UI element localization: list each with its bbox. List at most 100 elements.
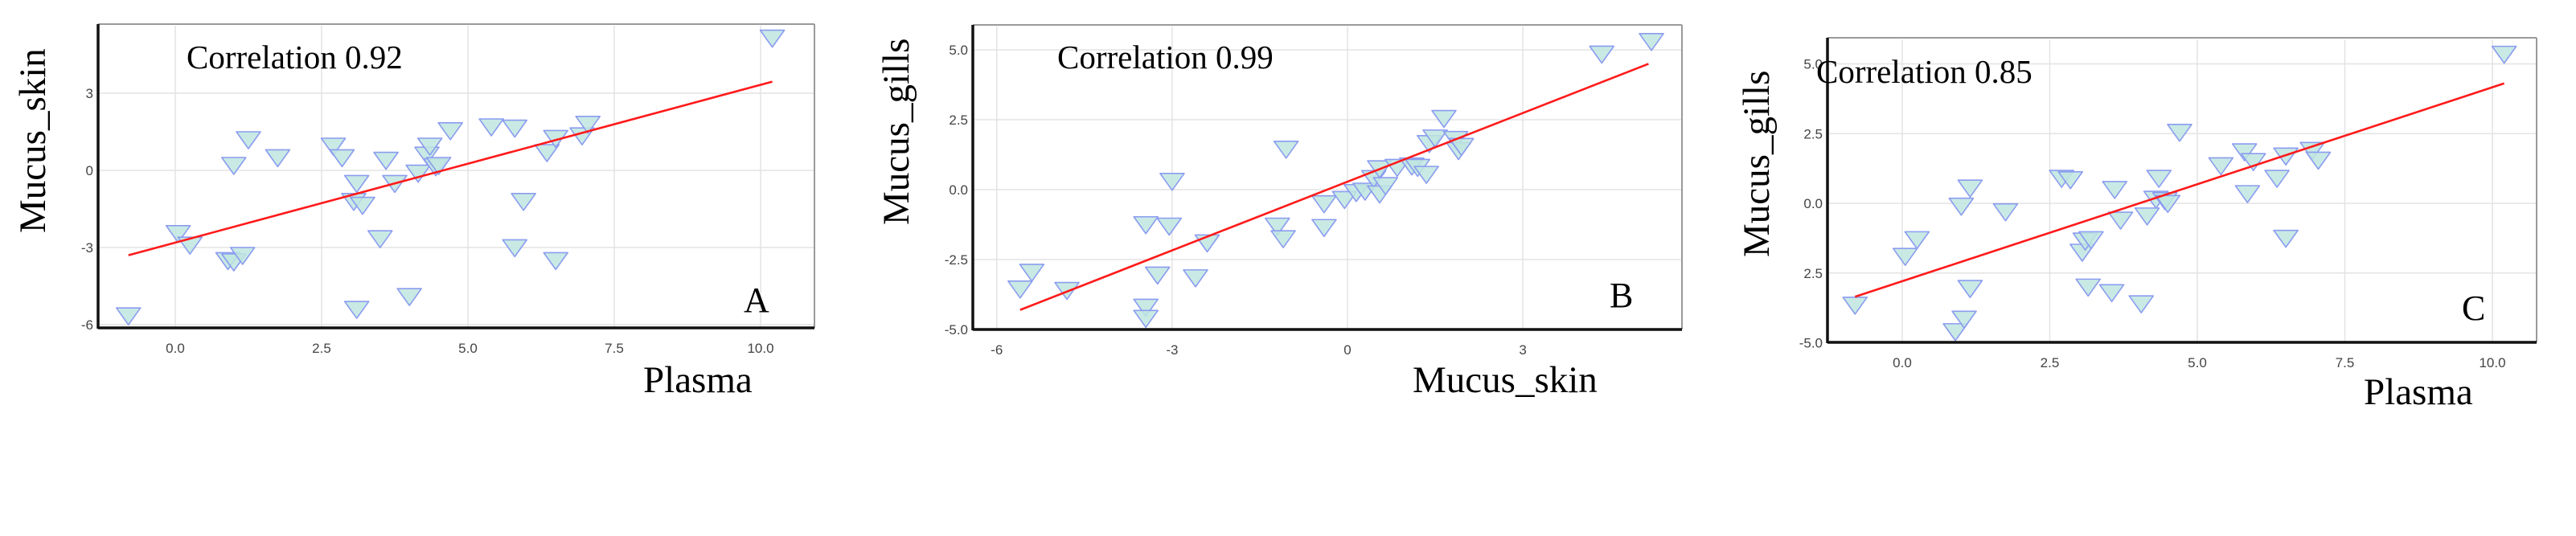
- panel-c-x-ticks: 0.0 2.5 5.0 7.5 10.0: [1893, 355, 2505, 370]
- panel-c-y-tick-label: 2.5: [1803, 266, 1823, 281]
- triangle-down-marker-icon: [575, 116, 601, 134]
- triangle-down-marker-icon: [1264, 217, 1290, 236]
- triangle-down-marker-icon: [2240, 153, 2266, 172]
- panel-a-points: [115, 29, 786, 326]
- triangle-down-marker-icon: [1273, 141, 1299, 159]
- triangle-down-marker-icon: [2208, 157, 2234, 176]
- panel-c-x-axis-label: Plasma: [2364, 371, 2473, 413]
- triangle-down-marker-icon: [2098, 284, 2125, 303]
- panel-b-points: [1007, 33, 1664, 329]
- panel-b-x-ticks: -6 -3 0 3: [991, 342, 1527, 358]
- triangle-down-marker-icon: [534, 144, 560, 162]
- panel-b-x-tick-label: 3: [1519, 342, 1526, 358]
- panel-c-x-tick-label: 5.0: [2188, 355, 2207, 370]
- triangle-down-marker-icon: [1589, 45, 1615, 64]
- panel-a-y-tick-label: 0: [86, 163, 93, 178]
- panel-c-y-tick-label: 0.0: [1803, 196, 1823, 211]
- triangle-down-marker-icon: [543, 252, 569, 271]
- triangle-down-marker-icon: [437, 122, 463, 141]
- triangle-down-marker-icon: [405, 164, 431, 183]
- panel-a-regression-line: [128, 80, 773, 256]
- triangle-down-marker-icon: [502, 119, 528, 138]
- panel-c-y-ticks: 5.0 2.5 0.0 2.5 -5.0: [1799, 57, 1823, 351]
- panel-b-y-ticks: 5.0 2.5 0.0 -2.5 -5.0: [945, 43, 968, 338]
- triangle-down-marker-icon: [2057, 170, 2083, 190]
- panel-a-grid: [98, 26, 814, 328]
- triangle-down-marker-icon: [425, 157, 452, 175]
- triangle-down-marker-icon: [1133, 309, 1159, 329]
- triangle-down-marker-icon: [1957, 280, 1983, 298]
- panel-b-x-tick-label: -3: [1166, 342, 1178, 358]
- panel-a-x-tick-label: 7.5: [605, 341, 624, 356]
- triangle-down-marker-icon: [1639, 33, 1664, 51]
- triangle-down-marker-icon: [265, 149, 291, 168]
- panel-a-y-ticks: 3 0 -3 -6: [81, 86, 93, 333]
- panel-a-x-tick-label: 0.0: [166, 341, 185, 356]
- panel-c: 0.0 2.5 5.0 7.5 10.0 5.0 2.5 0.0 2.5 -5.0 Correl…: [1736, 37, 2537, 413]
- triangle-down-marker-icon: [2167, 123, 2192, 142]
- triangle-down-marker-icon: [165, 224, 191, 243]
- panel-b: -6 -3 0 3 5.0 2.5 0.0 -2.5 -5.0 Correlation 0.9…: [876, 24, 1683, 401]
- triangle-down-marker-icon: [2155, 194, 2181, 214]
- panel-b-regression-line: [1019, 63, 1649, 311]
- panel-c-x-tick-label: 2.5: [2041, 355, 2060, 370]
- panel-c-points: [1842, 45, 2517, 342]
- triangle-down-marker-icon: [115, 307, 142, 326]
- triangle-down-marker-icon: [1951, 310, 1977, 329]
- triangle-down-marker-icon: [2102, 181, 2128, 199]
- triangle-down-marker-icon: [177, 236, 203, 256]
- triangle-down-marker-icon: [502, 239, 528, 258]
- triangle-down-marker-icon: [236, 131, 261, 149]
- triangle-down-marker-icon: [1992, 203, 2019, 222]
- triangle-down-marker-icon: [2299, 141, 2325, 161]
- triangle-down-marker-icon: [229, 247, 256, 265]
- panel-c-y-tick-label: 2.5: [1803, 126, 1823, 141]
- triangle-down-marker-icon: [1372, 177, 1399, 195]
- panel-a-correlation-label: Correlation 0.92: [187, 39, 403, 76]
- triangle-down-marker-icon: [2491, 45, 2517, 64]
- triangle-down-marker-icon: [1270, 230, 1296, 248]
- panel-a-x-ticks: 0.0 2.5 5.0 7.5 10.0: [166, 341, 773, 356]
- triangle-down-marker-icon: [373, 151, 399, 170]
- triangle-down-marker-icon: [2234, 185, 2261, 203]
- panel-a-x-axis-label: Plasma: [643, 359, 753, 401]
- panel-b-frame: [971, 24, 1683, 331]
- triangle-down-marker-icon: [1144, 266, 1171, 285]
- triangle-down-marker-icon: [2078, 231, 2104, 250]
- triangle-down-marker-icon: [1311, 194, 1337, 214]
- panel-a: 0.0 2.5 5.0 7.5 10.0 3 0 -3 -6 Correlation 0.92…: [12, 23, 815, 401]
- panel-a-y-axis-label: Mucus_skin: [12, 48, 54, 233]
- panel-a-y-tick-label: 3: [86, 86, 93, 101]
- panel-a-y-tick-label: -3: [81, 240, 93, 256]
- triangle-down-marker-icon: [2264, 170, 2290, 188]
- panel-c-y-axis-label: Mucus_gills: [1736, 71, 1778, 257]
- panel-c-correlation-label: Correlation 0.85: [1816, 53, 2032, 90]
- triangle-down-marker-icon: [1942, 323, 1968, 342]
- triangle-down-marker-icon: [1842, 297, 1868, 315]
- panel-b-y-tick-label: -5.0: [945, 322, 968, 338]
- triangle-down-marker-icon: [320, 137, 347, 156]
- panel-b-x-tick-label: 0: [1343, 342, 1351, 358]
- triangle-down-marker-icon: [343, 174, 370, 194]
- panel-c-y-tick-label: -5.0: [1799, 336, 1823, 351]
- triangle-down-marker-icon: [2273, 229, 2299, 248]
- triangle-down-marker-icon: [2146, 170, 2172, 188]
- triangle-down-marker-icon: [2128, 295, 2155, 313]
- triangle-down-marker-icon: [2305, 151, 2332, 170]
- panel-a-x-tick-label: 10.0: [747, 341, 773, 356]
- triangle-down-marker-icon: [1133, 215, 1159, 235]
- triangle-down-marker-icon: [2231, 143, 2258, 162]
- triangle-down-marker-icon: [2134, 207, 2160, 226]
- triangle-down-marker-icon: [416, 137, 443, 156]
- panel-b-y-tick-label: -2.5: [945, 252, 968, 268]
- triangle-down-marker-icon: [1904, 231, 1930, 250]
- panel-b-correlation-label: Correlation 0.99: [1057, 39, 1274, 76]
- triangle-down-marker-icon: [1331, 190, 1358, 210]
- triangle-down-marker-icon: [220, 157, 247, 175]
- triangle-down-marker-icon: [1159, 173, 1185, 191]
- triangle-down-marker-icon: [2075, 278, 2102, 297]
- triangle-down-marker-icon: [511, 193, 536, 211]
- panel-b-y-tick-label: 2.5: [949, 113, 968, 128]
